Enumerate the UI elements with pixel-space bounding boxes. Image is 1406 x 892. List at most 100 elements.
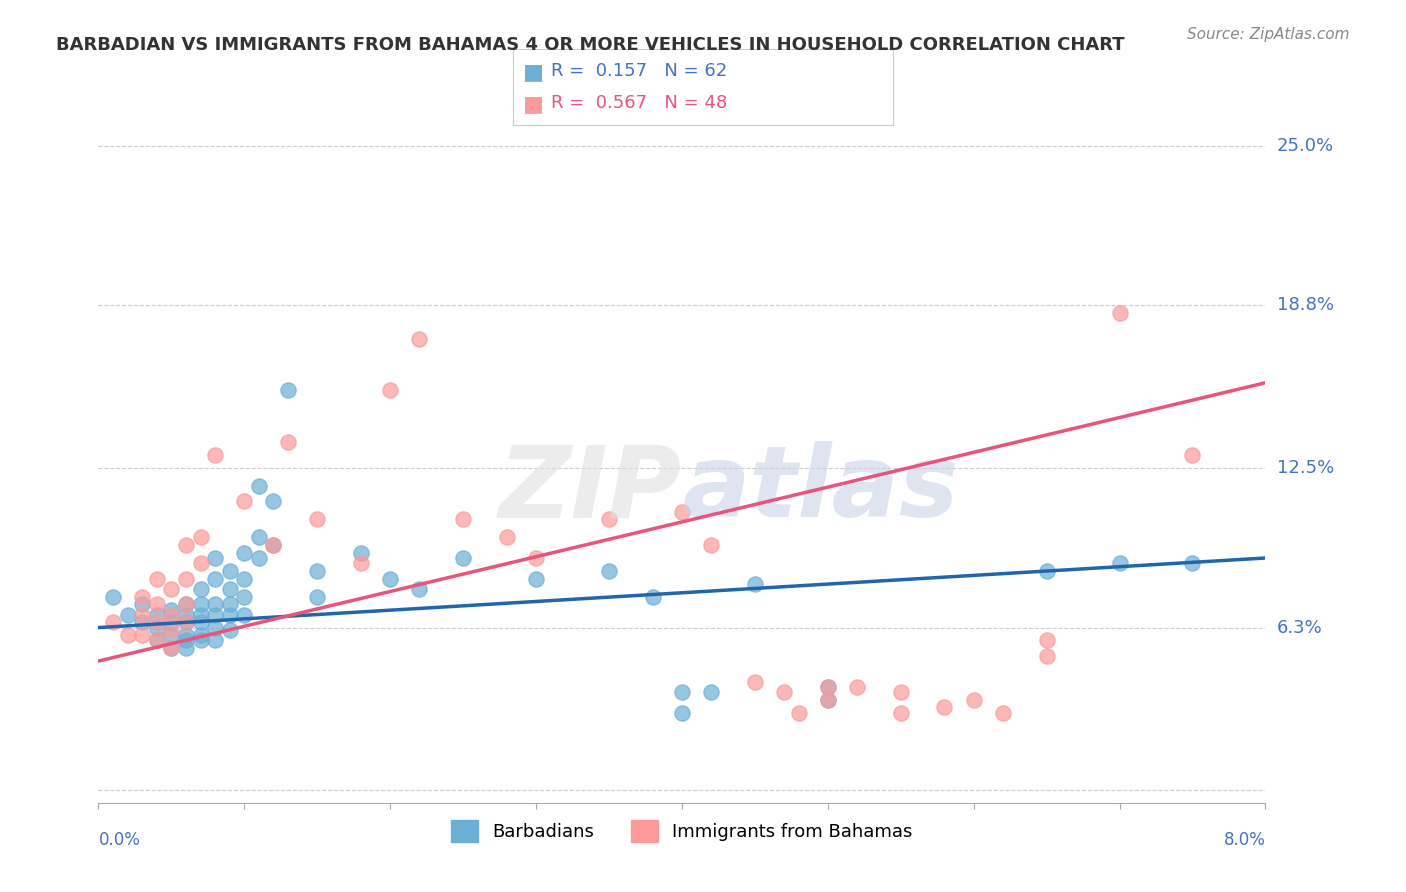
Point bbox=[451, 551, 474, 566]
Point bbox=[174, 598, 197, 612]
Point bbox=[817, 692, 839, 706]
Point bbox=[247, 479, 270, 493]
Point bbox=[146, 633, 169, 648]
Point bbox=[190, 633, 212, 648]
Text: ■: ■ bbox=[523, 62, 544, 82]
Point bbox=[190, 556, 212, 570]
Point bbox=[233, 494, 256, 508]
Point bbox=[174, 607, 197, 622]
Point bbox=[160, 628, 183, 642]
Point bbox=[174, 641, 197, 656]
Point bbox=[262, 538, 284, 552]
Point bbox=[190, 530, 212, 544]
Point bbox=[787, 706, 810, 720]
Point bbox=[1181, 556, 1204, 570]
Point bbox=[233, 590, 256, 604]
Point bbox=[598, 512, 620, 526]
Point bbox=[146, 572, 169, 586]
Point bbox=[496, 530, 519, 544]
Point bbox=[117, 607, 139, 622]
Point bbox=[845, 680, 868, 694]
Point bbox=[190, 607, 212, 622]
Point bbox=[380, 572, 402, 586]
Point bbox=[218, 623, 240, 637]
Point bbox=[174, 615, 197, 630]
Point bbox=[307, 590, 329, 604]
Point bbox=[190, 615, 212, 630]
Point bbox=[204, 621, 226, 635]
Text: 18.8%: 18.8% bbox=[1277, 296, 1333, 315]
Point bbox=[190, 582, 212, 596]
Point bbox=[1108, 306, 1130, 320]
Point bbox=[817, 680, 839, 694]
Point bbox=[174, 598, 197, 612]
Point bbox=[174, 615, 197, 630]
Point bbox=[598, 564, 620, 578]
Point bbox=[160, 582, 183, 596]
Point bbox=[991, 706, 1014, 720]
Point bbox=[233, 572, 256, 586]
Point bbox=[524, 551, 547, 566]
Point bbox=[146, 615, 169, 630]
Point bbox=[1108, 556, 1130, 570]
Point bbox=[233, 546, 256, 560]
Point bbox=[1181, 448, 1204, 462]
Point bbox=[671, 685, 693, 699]
Point bbox=[131, 590, 153, 604]
Point bbox=[101, 615, 124, 630]
Point bbox=[160, 615, 183, 630]
Legend: Barbadians, Immigrants from Bahamas: Barbadians, Immigrants from Bahamas bbox=[444, 813, 920, 849]
Text: Source: ZipAtlas.com: Source: ZipAtlas.com bbox=[1187, 27, 1350, 42]
Point bbox=[262, 494, 284, 508]
Point bbox=[962, 692, 984, 706]
Point bbox=[160, 641, 183, 656]
Point bbox=[131, 628, 153, 642]
Point bbox=[817, 692, 839, 706]
Point bbox=[934, 700, 956, 714]
Text: atlas: atlas bbox=[682, 442, 959, 538]
Point bbox=[817, 680, 839, 694]
Point bbox=[131, 598, 153, 612]
Point bbox=[146, 633, 169, 648]
Point bbox=[671, 706, 693, 720]
Point bbox=[204, 572, 226, 586]
Text: 12.5%: 12.5% bbox=[1277, 458, 1334, 477]
Text: ■: ■ bbox=[523, 94, 544, 113]
Point bbox=[700, 538, 723, 552]
Point bbox=[277, 435, 299, 450]
Point bbox=[190, 628, 212, 642]
Point bbox=[174, 572, 197, 586]
Point bbox=[350, 556, 373, 570]
Point bbox=[307, 564, 329, 578]
Point bbox=[700, 685, 723, 699]
Point bbox=[890, 706, 912, 720]
Point bbox=[174, 633, 197, 648]
Text: BARBADIAN VS IMMIGRANTS FROM BAHAMAS 4 OR MORE VEHICLES IN HOUSEHOLD CORRELATION: BARBADIAN VS IMMIGRANTS FROM BAHAMAS 4 O… bbox=[56, 36, 1125, 54]
Point bbox=[204, 633, 226, 648]
Point bbox=[101, 590, 124, 604]
Point bbox=[408, 582, 430, 596]
Point bbox=[773, 685, 796, 699]
Point bbox=[160, 641, 183, 656]
Point bbox=[146, 607, 169, 622]
Point bbox=[218, 607, 240, 622]
Text: 0.0%: 0.0% bbox=[98, 830, 141, 848]
Text: 6.3%: 6.3% bbox=[1277, 618, 1322, 637]
Point bbox=[131, 615, 153, 630]
Text: R =  0.567   N = 48: R = 0.567 N = 48 bbox=[551, 94, 727, 112]
Point bbox=[174, 628, 197, 642]
Point bbox=[277, 384, 299, 398]
Point bbox=[307, 512, 329, 526]
Point bbox=[160, 607, 183, 622]
Point bbox=[1035, 564, 1057, 578]
Point bbox=[1035, 648, 1057, 663]
Point bbox=[160, 602, 183, 616]
Point bbox=[262, 538, 284, 552]
Text: 25.0%: 25.0% bbox=[1277, 136, 1334, 154]
Point bbox=[131, 607, 153, 622]
Point bbox=[1035, 633, 1057, 648]
Point bbox=[190, 598, 212, 612]
Point bbox=[204, 448, 226, 462]
Point bbox=[744, 674, 766, 689]
Point bbox=[890, 685, 912, 699]
